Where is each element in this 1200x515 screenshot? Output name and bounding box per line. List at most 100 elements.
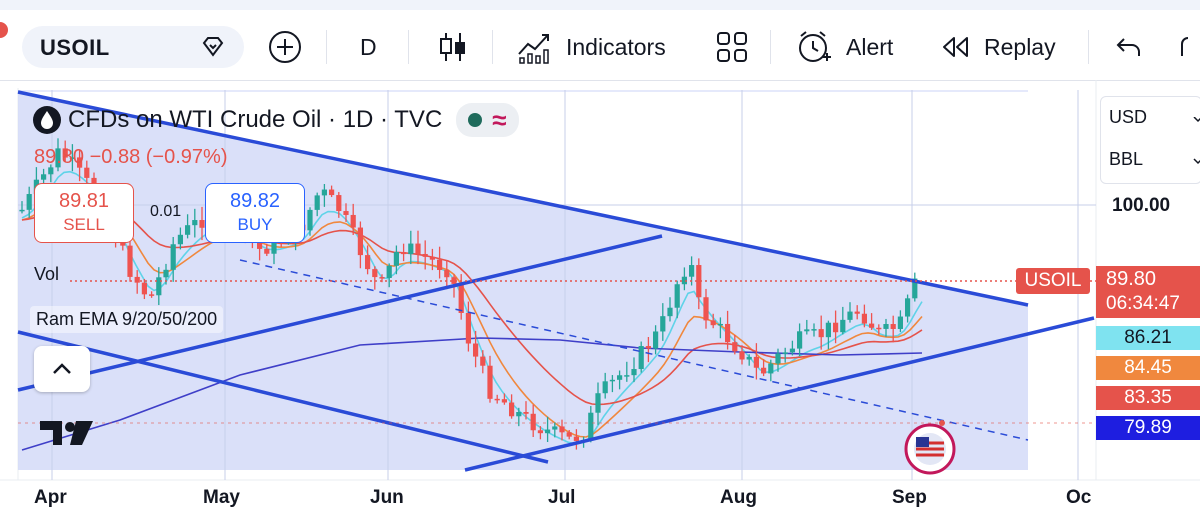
candle-body (307, 209, 313, 231)
buy-price: 89.82 (229, 190, 281, 212)
ema200-price-tag: 79.89 (1096, 416, 1200, 440)
sell-button[interactable]: 89.81 SELL (34, 183, 134, 243)
rewind-icon (943, 37, 968, 57)
ema-indicator-label[interactable]: Ram EMA 9/20/50/200 (30, 306, 224, 333)
candle-body (487, 365, 493, 399)
candle-body (141, 282, 147, 295)
indicators-icon (518, 34, 549, 64)
candle-body (516, 412, 522, 417)
add-symbol-button[interactable] (268, 26, 302, 68)
dashed-midline (239, 259, 1029, 441)
symbol-search-box[interactable]: USOIL (22, 26, 244, 68)
candle-body (703, 297, 709, 321)
diamond-icon[interactable] (200, 34, 226, 60)
candle-body (710, 320, 716, 326)
x-tick-label: Aug (720, 487, 757, 508)
currency-label[interactable]: USD (1109, 107, 1148, 127)
candle-body (602, 381, 608, 394)
unit-label[interactable]: BBL (1109, 149, 1144, 169)
candle-body (530, 413, 536, 431)
us-flag-event-icon[interactable] (904, 423, 956, 475)
candle-body (127, 245, 133, 277)
candle-body (645, 346, 651, 349)
toolbar-top-strip (0, 0, 1200, 10)
candle-body (365, 255, 371, 270)
candle-body (732, 342, 738, 352)
candle-body (393, 252, 399, 266)
candle-body (876, 327, 882, 330)
indicators-label: Indicators (566, 33, 666, 60)
candle-body (357, 227, 363, 256)
alert-button[interactable]: Alert (796, 26, 893, 68)
market-status-chip[interactable]: ≈ (456, 103, 519, 137)
candle-body (897, 316, 903, 329)
toolbar-divider (326, 30, 327, 64)
channel-lower-line (17, 330, 549, 464)
candle-body (422, 253, 428, 257)
candle-body (84, 167, 90, 178)
candle-body (674, 284, 680, 308)
x-tick-label: May (203, 487, 240, 508)
candle-body (264, 248, 270, 254)
candle-body (638, 346, 644, 370)
month-gridlines (51, 90, 1079, 480)
redo-button[interactable] (1180, 26, 1200, 68)
candle-body (26, 194, 32, 210)
plus-circle-icon (269, 31, 301, 63)
sell-label: SELL (63, 215, 105, 234)
candle-body (156, 277, 162, 296)
x-tick-label: Apr (34, 487, 67, 508)
replay-label: Replay (984, 33, 1056, 60)
candle-body (566, 432, 572, 437)
volume-label[interactable]: Vol (34, 264, 60, 284)
candle-body (854, 311, 860, 314)
price-tick-100: 100.00 (1112, 195, 1171, 216)
toolbar-divider (1088, 30, 1089, 64)
interval-label: D (360, 33, 377, 60)
candle-body (804, 329, 810, 332)
candle-body (48, 167, 54, 175)
candle-body (185, 225, 191, 235)
event-marker-dot[interactable] (939, 420, 945, 426)
candle-body (624, 375, 630, 377)
candle-body (55, 148, 61, 168)
candle-body (77, 157, 83, 168)
last-price-value: 89.80 (1106, 268, 1157, 290)
market-open-dot (468, 113, 483, 127)
candle-body (19, 209, 25, 212)
interval-button[interactable]: D (360, 26, 377, 68)
candles-icon (440, 33, 465, 61)
indicators-button[interactable]: Indicators (516, 26, 666, 68)
x-tick-label: Jun (370, 487, 404, 508)
candle-body (753, 356, 759, 368)
ema20-price-tag: 84.45 (1096, 356, 1200, 380)
replay-button[interactable]: Replay (940, 26, 1056, 68)
candle-body (667, 307, 673, 317)
candle-body (660, 316, 666, 332)
collapse-legend-button[interactable] (34, 346, 90, 392)
buy-button[interactable]: 89.82 BUY (205, 183, 305, 243)
toolbar-divider (492, 30, 493, 64)
candle-body (631, 369, 637, 376)
candle-body (134, 276, 140, 283)
price-change: 89.80 −0.88 (−0.97%) (34, 146, 228, 168)
chart-type-button[interactable] (438, 26, 468, 68)
support-trendline (464, 316, 1095, 472)
oil-drop-icon (33, 106, 61, 134)
symbol-price-tag[interactable]: USOIL (1016, 268, 1090, 294)
candle-body (912, 278, 918, 299)
sell-price: 89.81 (58, 190, 110, 212)
candle-body (458, 283, 464, 313)
candle-body (869, 323, 875, 328)
last-price-badge: 89.80 06:34:47 (1096, 266, 1200, 318)
currency-unit-selector[interactable]: USD BBL (1100, 96, 1200, 184)
legend-title-row[interactable]: CFDs on WTI Crude Oil · 1D · TVC ≈ (32, 103, 519, 137)
candle-body (537, 430, 543, 434)
candle-body (653, 331, 659, 349)
candle-body (797, 331, 803, 349)
candle-body (271, 236, 277, 254)
undo-button[interactable] (1114, 26, 1142, 68)
candle-body (617, 375, 623, 380)
candle-body (501, 399, 507, 403)
layouts-button[interactable] (716, 26, 748, 68)
